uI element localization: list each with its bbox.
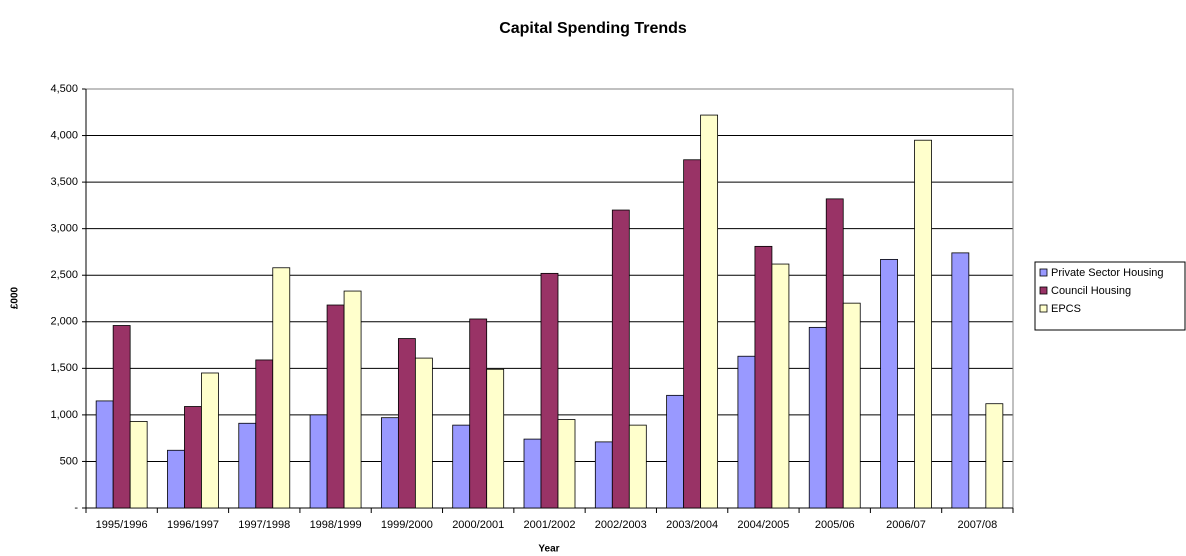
y-tick-label: 4,500	[50, 83, 78, 95]
y-axis-label: £000	[10, 286, 21, 309]
bar	[540, 272, 559, 509]
x-tick-label: 1997/1998	[238, 519, 290, 531]
legend-box	[1034, 261, 1186, 331]
bar	[914, 139, 932, 509]
bar	[808, 326, 827, 509]
bar	[951, 252, 970, 509]
y-tick-label: 500	[60, 455, 78, 467]
y-tick-label: -	[74, 502, 78, 514]
bar	[201, 372, 219, 509]
bar	[683, 159, 702, 509]
bar	[452, 424, 471, 509]
x-tick-label: 2005/06	[815, 519, 855, 531]
bar	[628, 424, 647, 509]
bar	[594, 441, 613, 509]
bar	[343, 290, 362, 509]
legend-label: EPCS	[1051, 303, 1081, 315]
y-tick-label: 1,500	[50, 362, 78, 374]
y-tick-label: 4,000	[50, 129, 78, 141]
x-tick-label: 1995/1996	[96, 519, 148, 531]
bar	[880, 258, 898, 509]
bar	[486, 368, 505, 509]
chart-title: Capital Spending Trends	[499, 20, 687, 37]
y-tick-label: 2,500	[50, 269, 78, 281]
bar	[771, 263, 790, 509]
bar	[255, 359, 274, 509]
x-tick-label: 1999/2000	[381, 519, 433, 531]
bar	[523, 438, 542, 509]
bar	[666, 394, 685, 509]
bar	[754, 245, 773, 509]
x-tick-label: 2004/2005	[737, 519, 789, 531]
legend-swatch	[1039, 304, 1048, 313]
x-axis-label: Year	[538, 544, 559, 555]
bar	[326, 304, 345, 509]
bar	[842, 302, 861, 509]
legend-label: Council Housing	[1051, 285, 1131, 297]
bar	[985, 403, 1004, 509]
bar	[380, 417, 399, 509]
x-tick-label: 2000/2001	[452, 519, 504, 531]
bar	[737, 355, 756, 509]
y-tick-label: 1,000	[50, 409, 78, 421]
bar	[184, 406, 202, 509]
legend-swatch	[1039, 286, 1048, 295]
x-tick-label: 2006/07	[886, 519, 926, 531]
bar	[825, 198, 844, 509]
x-tick-label: 1998/1999	[310, 519, 362, 531]
bar	[700, 114, 719, 509]
x-tick-label: 2002/2003	[595, 519, 647, 531]
y-tick-label: 2,000	[50, 316, 78, 328]
bar	[557, 419, 576, 509]
bar	[414, 357, 433, 509]
legend-label: Private Sector Housing	[1051, 267, 1164, 279]
y-tick-label: 3,500	[50, 176, 78, 188]
legend-swatch	[1039, 268, 1048, 277]
bar	[129, 421, 148, 509]
x-tick-label: 2001/2002	[524, 519, 576, 531]
bar	[238, 422, 257, 509]
y-tick-label: 3,000	[50, 223, 78, 235]
bar	[611, 209, 630, 509]
bar	[469, 318, 488, 509]
bar	[112, 325, 131, 509]
x-tick-label: 1996/1997	[167, 519, 219, 531]
bar	[272, 267, 291, 509]
bar	[95, 400, 114, 509]
bar	[309, 414, 328, 509]
x-tick-label: 2003/2004	[666, 519, 718, 531]
x-tick-label: 2007/08	[957, 519, 997, 531]
bar	[167, 449, 185, 509]
bar	[397, 338, 416, 509]
